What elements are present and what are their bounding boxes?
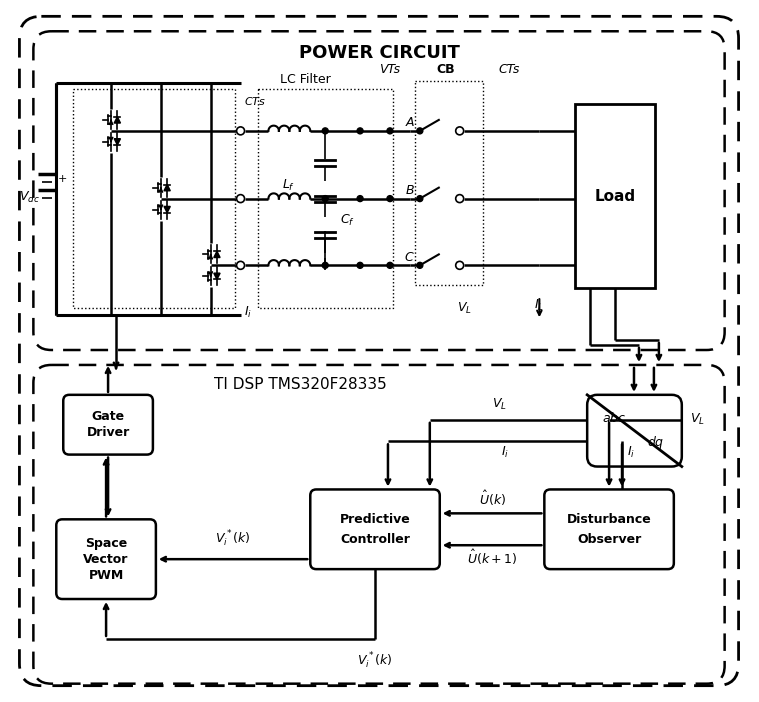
Text: $dq$: $dq$: [647, 435, 664, 451]
Text: $I_i$: $I_i$: [502, 444, 509, 460]
Text: $C_f$: $C_f$: [340, 213, 355, 228]
Polygon shape: [164, 206, 170, 213]
Text: $V_L$: $V_L$: [690, 412, 704, 428]
Polygon shape: [114, 117, 121, 123]
Text: +: +: [58, 173, 68, 184]
Bar: [415, 81, 483, 285]
Text: Load: Load: [594, 189, 635, 204]
Text: $\hat{U}(k)$: $\hat{U}(k)$: [478, 489, 505, 508]
Text: Disturbance: Disturbance: [567, 513, 651, 526]
Text: PWM: PWM: [89, 569, 124, 582]
Circle shape: [387, 196, 393, 201]
Text: $V_i^*(k)$: $V_i^*(k)$: [216, 529, 250, 549]
Bar: [73, 89, 235, 308]
Text: VTs: VTs: [380, 62, 401, 76]
Circle shape: [323, 128, 328, 134]
Circle shape: [417, 196, 423, 201]
Circle shape: [357, 263, 363, 268]
FancyBboxPatch shape: [310, 489, 439, 569]
Polygon shape: [164, 185, 170, 191]
Text: CB: CB: [436, 62, 455, 76]
Text: $CTs$: $CTs$: [244, 95, 266, 107]
Circle shape: [417, 128, 423, 134]
FancyBboxPatch shape: [56, 519, 156, 599]
Text: $abc$: $abc$: [602, 411, 626, 425]
Circle shape: [387, 128, 393, 134]
Polygon shape: [214, 273, 220, 279]
Circle shape: [455, 194, 464, 203]
Text: $V_L$: $V_L$: [492, 397, 507, 412]
FancyBboxPatch shape: [544, 489, 674, 569]
Bar: [259, 89, 393, 308]
Text: $\hat{U}(k+1)$: $\hat{U}(k+1)$: [467, 548, 517, 567]
Text: $V_i^*(k)$: $V_i^*(k)$: [357, 651, 392, 671]
Circle shape: [455, 127, 464, 135]
Polygon shape: [214, 251, 220, 258]
Text: Controller: Controller: [340, 533, 410, 545]
Text: TI DSP TMS320F28335: TI DSP TMS320F28335: [214, 378, 386, 392]
Text: Space: Space: [85, 537, 128, 550]
Text: POWER CIRCUIT: POWER CIRCUIT: [298, 44, 459, 62]
FancyBboxPatch shape: [63, 395, 153, 455]
Text: $V_L$: $V_L$: [457, 300, 472, 316]
Circle shape: [417, 263, 423, 268]
Circle shape: [357, 128, 363, 134]
Circle shape: [237, 194, 244, 203]
Text: Gate: Gate: [92, 410, 124, 423]
Text: $L_f$: $L_f$: [282, 178, 295, 193]
Text: $B$: $B$: [405, 184, 415, 197]
Text: Predictive: Predictive: [339, 513, 411, 526]
Circle shape: [357, 196, 363, 201]
Polygon shape: [114, 139, 121, 145]
Text: $C$: $C$: [405, 251, 415, 264]
Circle shape: [323, 263, 328, 268]
Text: $V_{dc}$: $V_{dc}$: [19, 190, 39, 205]
Circle shape: [323, 196, 328, 201]
FancyBboxPatch shape: [587, 395, 682, 467]
Bar: [575, 104, 655, 289]
Text: CTs: CTs: [499, 62, 520, 76]
Circle shape: [237, 127, 244, 135]
Text: $I_L$: $I_L$: [534, 298, 544, 312]
Text: $A$: $A$: [405, 117, 415, 129]
Text: $I_i$: $I_i$: [627, 444, 635, 460]
Text: LC Filter: LC Filter: [280, 72, 331, 86]
Text: $I_i$: $I_i$: [244, 305, 252, 319]
Circle shape: [237, 261, 244, 270]
Text: Vector: Vector: [83, 552, 129, 566]
Circle shape: [455, 261, 464, 270]
Text: Driver: Driver: [87, 426, 130, 439]
Circle shape: [387, 263, 393, 268]
Text: Observer: Observer: [577, 533, 641, 545]
